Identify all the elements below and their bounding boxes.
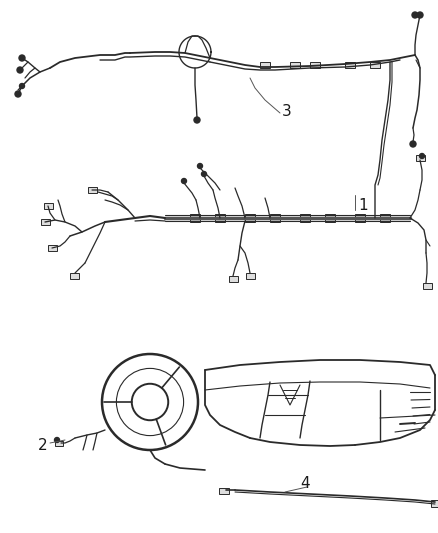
Bar: [246, 273, 254, 279]
Text: 3: 3: [282, 104, 292, 119]
Bar: [416, 155, 424, 161]
Bar: [431, 499, 438, 506]
Bar: [300, 214, 310, 222]
Circle shape: [201, 172, 206, 176]
Bar: [40, 219, 49, 225]
Circle shape: [198, 164, 202, 168]
Circle shape: [410, 141, 416, 147]
Circle shape: [194, 117, 200, 123]
Bar: [270, 214, 280, 222]
Bar: [47, 245, 57, 251]
Text: 1: 1: [358, 198, 367, 213]
Bar: [43, 203, 53, 209]
Bar: [290, 62, 300, 68]
Bar: [215, 214, 225, 222]
Text: 4: 4: [300, 477, 310, 491]
Bar: [325, 214, 335, 222]
Bar: [55, 440, 63, 446]
Bar: [355, 214, 365, 222]
Circle shape: [417, 12, 423, 18]
Bar: [245, 214, 255, 222]
Bar: [380, 214, 390, 222]
Bar: [229, 276, 237, 282]
Circle shape: [17, 67, 23, 73]
Circle shape: [19, 55, 25, 61]
Circle shape: [412, 12, 418, 18]
Bar: [260, 62, 270, 68]
Bar: [190, 214, 200, 222]
Text: 2: 2: [38, 438, 48, 453]
Bar: [370, 62, 380, 68]
Bar: [88, 187, 96, 193]
Circle shape: [20, 84, 25, 88]
Circle shape: [420, 154, 424, 158]
Bar: [70, 273, 78, 279]
Circle shape: [54, 438, 60, 442]
Bar: [423, 283, 431, 289]
Bar: [219, 488, 229, 494]
Bar: [310, 62, 320, 68]
Bar: [345, 62, 355, 68]
Circle shape: [15, 91, 21, 97]
Circle shape: [181, 179, 187, 183]
